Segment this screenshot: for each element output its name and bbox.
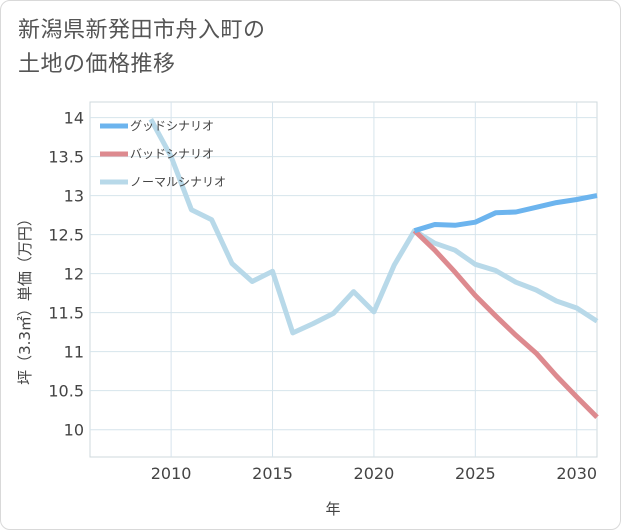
x-ticks: 2010 2015 2020 2025 2030 [151,464,597,483]
y-tick-label: 14 [64,109,84,128]
y-tick-label: 12.5 [48,226,84,245]
y-axis-label: 坪（3.3㎡）単価（万円） [16,211,34,385]
series-line-normal-scenario [148,118,599,336]
x-tick-label: 2025 [455,464,496,483]
chart-title-line2: 土地の価格推移 [18,52,176,77]
x-tick-label: 2020 [354,464,395,483]
chart-title: 新潟県新発田市舟入町の 土地の価格推移 [18,14,266,82]
legend-label-bad-scenario: バッドシナリオ [130,147,214,161]
x-tick-label: 2015 [252,464,293,483]
series-lines [148,118,599,419]
y-tick-label: 10 [64,421,84,440]
y-ticks: 10 10.5 11 11.5 12 12.5 13 13.5 14 [48,109,84,440]
y-tick-label: 10.5 [48,382,84,401]
x-tick-label: 2010 [151,464,192,483]
series-line-bad-scenario [412,228,599,419]
y-tick-label: 12 [64,265,84,284]
legend-label-normal-scenario: ノーマルシナリオ [130,175,226,189]
chart-title-line1: 新潟県新発田市舟入町の [18,18,266,43]
x-tick-label: 2030 [556,464,597,483]
y-tick-label: 11 [64,343,84,362]
y-tick-label: 13 [64,187,84,206]
y-tick-label: 11.5 [48,304,84,323]
legend-label-good-scenario: グッドシナリオ [130,119,214,133]
y-tick-label: 13.5 [48,148,84,167]
x-axis-label: 年 [325,500,340,518]
grid [90,102,597,457]
series-line-good-scenario [413,193,598,234]
